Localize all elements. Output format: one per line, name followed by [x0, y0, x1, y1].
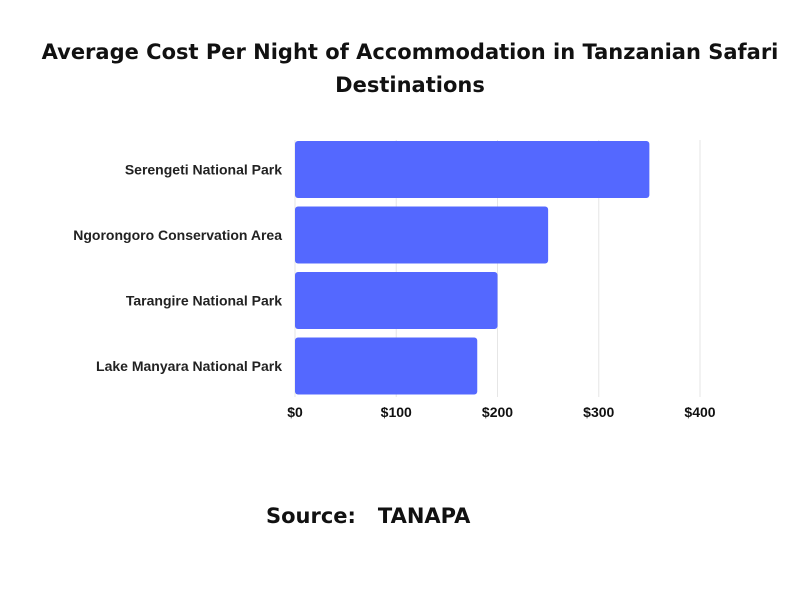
source-value: TANAPA	[377, 504, 471, 528]
category-label: Tarangire National Park	[126, 293, 282, 309]
chart-title: Average Cost Per Night of Accommodation …	[41, 40, 779, 97]
bar	[295, 206, 549, 264]
x-tick-label: $100	[381, 404, 412, 420]
category-label: Ngorongoro Conservation Area	[73, 227, 282, 243]
x-tick-label: $300	[583, 404, 614, 420]
category-label: Lake Manyara National Park	[96, 358, 282, 374]
x-tick-label: $0	[287, 404, 303, 420]
x-tick-label: $400	[684, 404, 715, 420]
bar	[295, 141, 650, 198]
category-labels: Serengeti National Park Ngorongoro Conser…	[73, 162, 282, 375]
bar	[295, 337, 478, 395]
x-tick-labels: $0 $100 $200 $300 $400	[287, 404, 716, 420]
source-note: Source: TANAPA	[266, 504, 470, 528]
category-label: Serengeti National Park	[125, 162, 282, 178]
x-tick-label: $200	[482, 404, 513, 420]
source-label: Source:	[266, 504, 356, 528]
bar	[295, 272, 498, 329]
bars	[295, 141, 650, 395]
